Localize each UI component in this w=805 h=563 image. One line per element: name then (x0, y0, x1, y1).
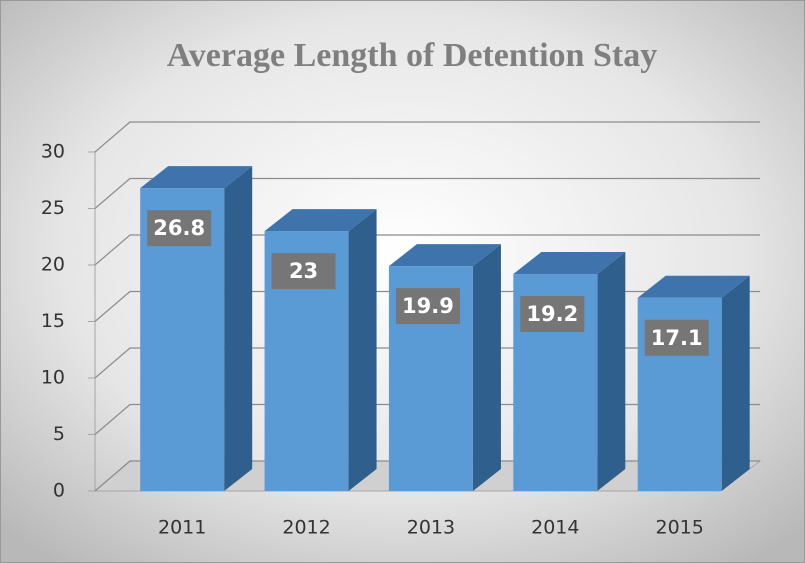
x-tick-label: 2013 (407, 517, 455, 539)
value-label-box (395, 288, 460, 325)
value-label: 26.8 (153, 216, 205, 240)
value-label-box (147, 210, 212, 247)
x-tick-label: 2011 (158, 517, 206, 539)
y-tick-label: 20 (41, 254, 65, 276)
bar-top (388, 244, 501, 267)
chart-title: Average Length of Detention Stay (167, 37, 657, 74)
grid-line (94, 234, 760, 266)
y-tick-label: 10 (41, 367, 65, 389)
bar-side (348, 209, 377, 491)
grid-line (94, 121, 760, 153)
value-label-box (644, 319, 709, 356)
bar-side (721, 275, 750, 491)
bar-side (597, 252, 626, 491)
grid-line (94, 177, 760, 209)
bar-side (224, 166, 253, 491)
x-tick-label: 2014 (531, 517, 579, 539)
y-tick-label: 0 (53, 480, 65, 502)
value-label: 23 (289, 259, 318, 283)
x-tick-label: 2012 (282, 517, 330, 539)
y-tick-label: 15 (41, 310, 65, 332)
value-label: 19.2 (526, 302, 578, 326)
y-tick-label: 30 (41, 141, 65, 163)
bar-top (637, 275, 750, 298)
bar-side (472, 244, 501, 491)
bar-top (264, 209, 377, 232)
x-tick-label: 2015 (656, 517, 704, 539)
y-tick-label: 5 (53, 423, 65, 445)
value-label: 19.9 (402, 294, 454, 318)
y-tick-label: 25 (41, 197, 65, 219)
bar-top (513, 252, 626, 275)
value-label-box (520, 296, 585, 333)
value-label: 17.1 (651, 326, 703, 350)
bar-top (140, 166, 253, 189)
value-label-box (271, 253, 336, 290)
